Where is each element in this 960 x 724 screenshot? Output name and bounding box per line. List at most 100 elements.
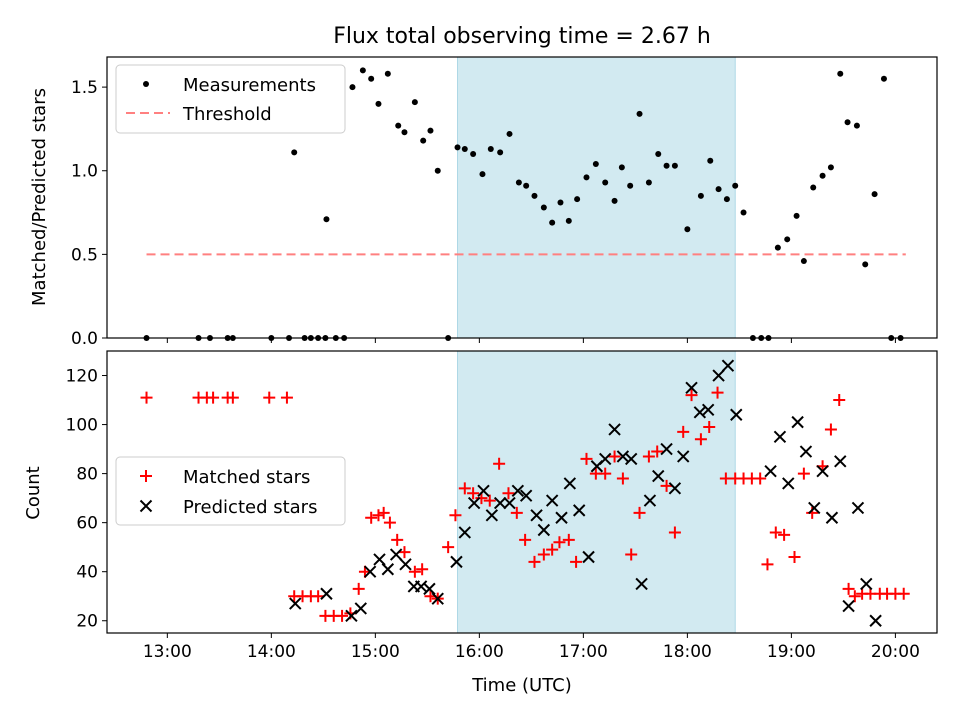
measurement-point — [618, 164, 625, 171]
measurement-point — [888, 335, 895, 341]
measurement-point — [531, 192, 538, 199]
measurement-point — [359, 67, 366, 74]
matched-star-point — [842, 582, 855, 595]
measurement-point — [765, 335, 772, 341]
top-legend-box — [115, 64, 346, 134]
legend-predicted-label: Predicted stars — [183, 497, 317, 518]
measurement-point — [844, 119, 851, 126]
legend-matched-label: Matched stars — [183, 467, 310, 488]
predicted-star-point — [816, 464, 829, 478]
matched-star-point — [711, 386, 724, 399]
matched-star-point — [668, 526, 681, 539]
measurement-point — [454, 144, 461, 151]
measurement-point — [384, 70, 391, 77]
matched-star-point — [519, 533, 532, 546]
measurement-point — [655, 151, 662, 158]
measurement-point — [461, 145, 468, 152]
matched-star-point — [580, 452, 593, 465]
predicted-star-point — [712, 369, 725, 382]
matched-star-point — [467, 487, 480, 500]
top-y-tick-label: 1.0 — [71, 162, 98, 182]
measurement-point — [375, 100, 382, 107]
matched-star-point — [570, 555, 583, 568]
bottom-y-tick-label: 120 — [66, 367, 98, 387]
measurement-point — [897, 335, 904, 341]
predicted-star-point — [545, 494, 559, 507]
measurement-point — [707, 157, 714, 164]
matched-star-point — [398, 546, 411, 559]
matched-star-point — [391, 533, 404, 546]
matched-star-point — [778, 528, 791, 541]
measurement-point — [479, 171, 486, 178]
matched-star-point — [442, 541, 455, 554]
top-y-tick-label: 0.0 — [71, 329, 98, 349]
measurement-point — [853, 122, 860, 129]
measurement-point — [420, 137, 427, 144]
measurement-point — [627, 182, 634, 189]
matched-star-point — [553, 536, 566, 549]
measurement-point — [301, 335, 308, 341]
measurement-point — [784, 236, 791, 243]
bottom-y-tick-label: 20 — [76, 612, 98, 632]
matched-star-point — [848, 590, 861, 603]
matched-star-point — [537, 548, 550, 561]
matched-star-point — [769, 526, 782, 539]
matched-star-point — [483, 494, 496, 507]
predicted-star-point — [834, 455, 847, 468]
x-tick-label: 15:00 — [351, 642, 400, 662]
matched-star-point — [562, 533, 575, 546]
predicted-star-point — [625, 452, 638, 466]
measurement-point — [427, 127, 434, 134]
measurement-point — [315, 335, 322, 341]
measurement-point — [592, 161, 599, 168]
predicted-star-point — [511, 484, 525, 497]
measurement-point — [307, 335, 314, 341]
predicted-star-point — [381, 563, 395, 576]
matched-star-point — [207, 391, 220, 404]
legend-measurements-marker — [143, 81, 149, 87]
predicted-star-point — [572, 504, 586, 517]
measurement-point — [684, 226, 691, 233]
matched-star-point — [352, 582, 365, 595]
bottom-y-tick-label: 40 — [76, 563, 98, 583]
legend-matched-marker — [140, 470, 152, 482]
measurement-point — [758, 335, 765, 341]
predicted-star-point — [345, 609, 358, 623]
measurement-point — [322, 335, 329, 341]
matched-star-point — [788, 550, 801, 563]
predicted-star-point — [799, 445, 813, 458]
matched-star-point — [824, 423, 837, 436]
measurement-point — [268, 335, 275, 341]
matched-star-point — [703, 421, 716, 434]
measurement-point — [837, 70, 844, 77]
predicted-star-point — [677, 450, 690, 463]
top-shaded-interval — [457, 57, 736, 338]
top-y-tick-label: 0.5 — [71, 245, 98, 265]
matched-star-point — [383, 516, 396, 529]
predicted-star-point — [730, 408, 743, 421]
measurement-point — [291, 149, 298, 156]
measurement-point — [723, 196, 730, 203]
matched-star-point — [336, 609, 349, 622]
matched-star-point — [677, 425, 690, 438]
matched-star-point — [797, 467, 810, 480]
predicted-star-point — [635, 577, 648, 591]
predicted-star-point — [582, 550, 595, 564]
measurement-point — [368, 75, 375, 82]
measurement-point — [549, 219, 556, 226]
measurement-point — [497, 149, 504, 156]
chart-title: Flux total observing time = 2.67 h — [333, 24, 711, 49]
predicted-star-point — [555, 511, 568, 524]
matched-star-point — [365, 511, 378, 524]
predicted-star-point — [851, 501, 865, 515]
measurement-point — [774, 244, 781, 251]
x-tick-label: 18:00 — [663, 642, 712, 662]
measurement-point — [445, 335, 452, 341]
predicted-star-point — [399, 558, 412, 571]
measurement-point — [645, 179, 652, 186]
measurement-point — [506, 130, 513, 137]
bottom-shaded-interval — [457, 351, 736, 633]
predicted-star-point — [660, 442, 673, 456]
predicted-star-point — [363, 565, 377, 578]
